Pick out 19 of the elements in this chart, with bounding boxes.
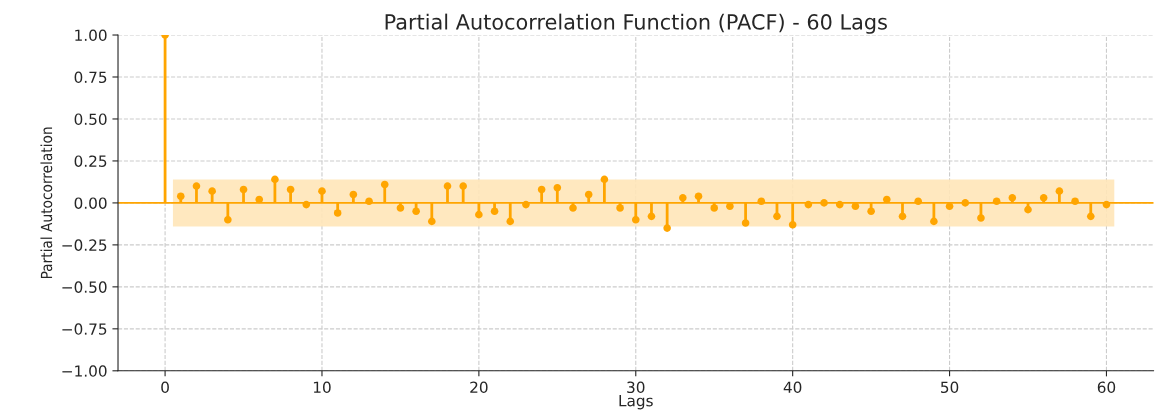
y-axis-title: Partial Autocorrelation: [40, 127, 53, 279]
y-tick-label: −0.50: [62, 281, 107, 293]
y-tick-label: −0.75: [62, 323, 107, 335]
x-tick-label: 50: [941, 381, 959, 394]
x-tick-label: 10: [313, 381, 331, 394]
y-tick-label: −0.25: [62, 239, 107, 251]
x-tick-label: 30: [627, 381, 645, 394]
y-tick-label: 0.75: [74, 71, 107, 84]
x-tick-label: 20: [470, 381, 488, 394]
y-tick-label: 1.00: [75, 29, 107, 42]
y-tick-label: −1.00: [62, 365, 107, 377]
chart-title: Partial Autocorrelation Function (PACF) - 60 Lags: [385, 13, 887, 34]
y-tick-label: 0.50: [74, 113, 107, 125]
x-tick-label: 0: [161, 381, 169, 394]
x-tick-label: 60: [1097, 381, 1116, 394]
x-axis-title: Lags: [619, 395, 653, 410]
x-tick-label: 40: [783, 381, 802, 394]
y-tick-label: 0.00: [74, 197, 107, 209]
y-tick-label: 0.25: [74, 155, 107, 167]
